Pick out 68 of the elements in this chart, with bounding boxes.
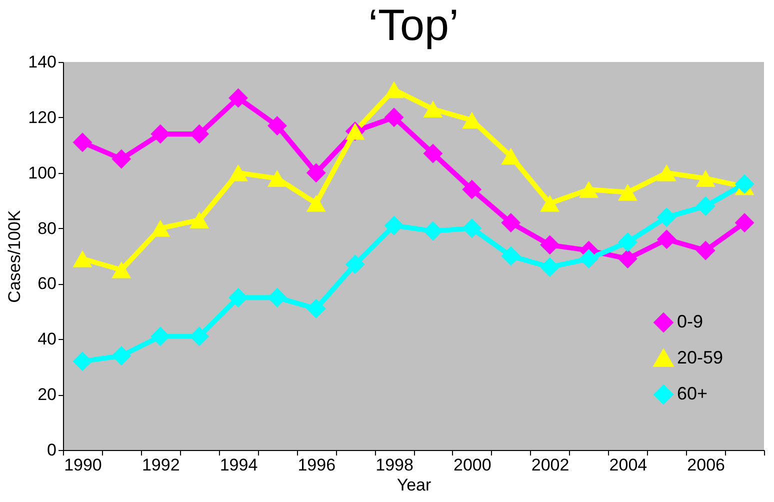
point (112, 261, 132, 278)
y-tick-label: 140 (28, 52, 56, 72)
point (384, 216, 404, 236)
point (423, 221, 443, 241)
point (72, 132, 92, 152)
y-tick-label: 80 (38, 218, 56, 238)
point (462, 218, 482, 238)
point (384, 81, 404, 98)
point (656, 164, 676, 182)
point (190, 212, 210, 228)
point (734, 212, 754, 232)
point (150, 220, 170, 237)
y-tick-label: 40 (38, 330, 56, 349)
x-tick-label: 2004 (609, 456, 648, 474)
point (501, 212, 521, 232)
point (540, 235, 560, 255)
x-tick-label: 1992 (142, 456, 180, 474)
legend-label: 60+ (677, 384, 708, 404)
point (501, 246, 521, 266)
point (267, 170, 287, 187)
point (696, 196, 716, 216)
point (618, 232, 638, 252)
point (540, 194, 560, 212)
chart-title: ‘Top’ (368, 1, 459, 50)
point (306, 163, 326, 183)
point (228, 164, 248, 182)
x-tick-label: 2006 (687, 456, 725, 474)
point (345, 254, 365, 274)
point (112, 149, 132, 169)
point (618, 184, 638, 201)
point (696, 170, 716, 187)
point (423, 100, 443, 118)
legend-label: 20-59 (677, 348, 724, 368)
legend-label: 0-9 (677, 312, 704, 332)
point (112, 346, 132, 366)
point (462, 180, 482, 200)
x-tick-label: 2000 (454, 456, 492, 474)
x-tick-label: 1998 (376, 456, 414, 474)
point (423, 144, 443, 164)
point (384, 108, 404, 128)
x-tick-label: 1990 (64, 456, 102, 474)
point (579, 249, 598, 269)
point (267, 116, 287, 136)
y-tick-label: 0 (47, 440, 56, 460)
x-tick-label: 1996 (298, 456, 336, 474)
point (579, 181, 598, 198)
point (501, 148, 521, 165)
point (696, 240, 716, 260)
y-axis-title: Cases/100K (5, 210, 24, 303)
point (540, 257, 560, 277)
point (72, 250, 92, 268)
y-tick-label: 120 (28, 108, 56, 127)
point (228, 88, 248, 108)
x-axis-title: Year (396, 476, 432, 494)
point (656, 207, 676, 227)
point (734, 174, 754, 194)
y-tick-label: 60 (38, 274, 56, 294)
point (306, 298, 326, 318)
x-tick-label: 2002 (531, 456, 570, 474)
point (618, 249, 638, 269)
point (656, 230, 676, 250)
point (190, 326, 210, 346)
point (228, 288, 248, 308)
point (306, 194, 326, 212)
y-tick-label: 100 (28, 163, 56, 182)
point (72, 352, 92, 372)
x-tick-label: 1994 (220, 456, 258, 474)
y-tick-label: 20 (38, 385, 56, 404)
